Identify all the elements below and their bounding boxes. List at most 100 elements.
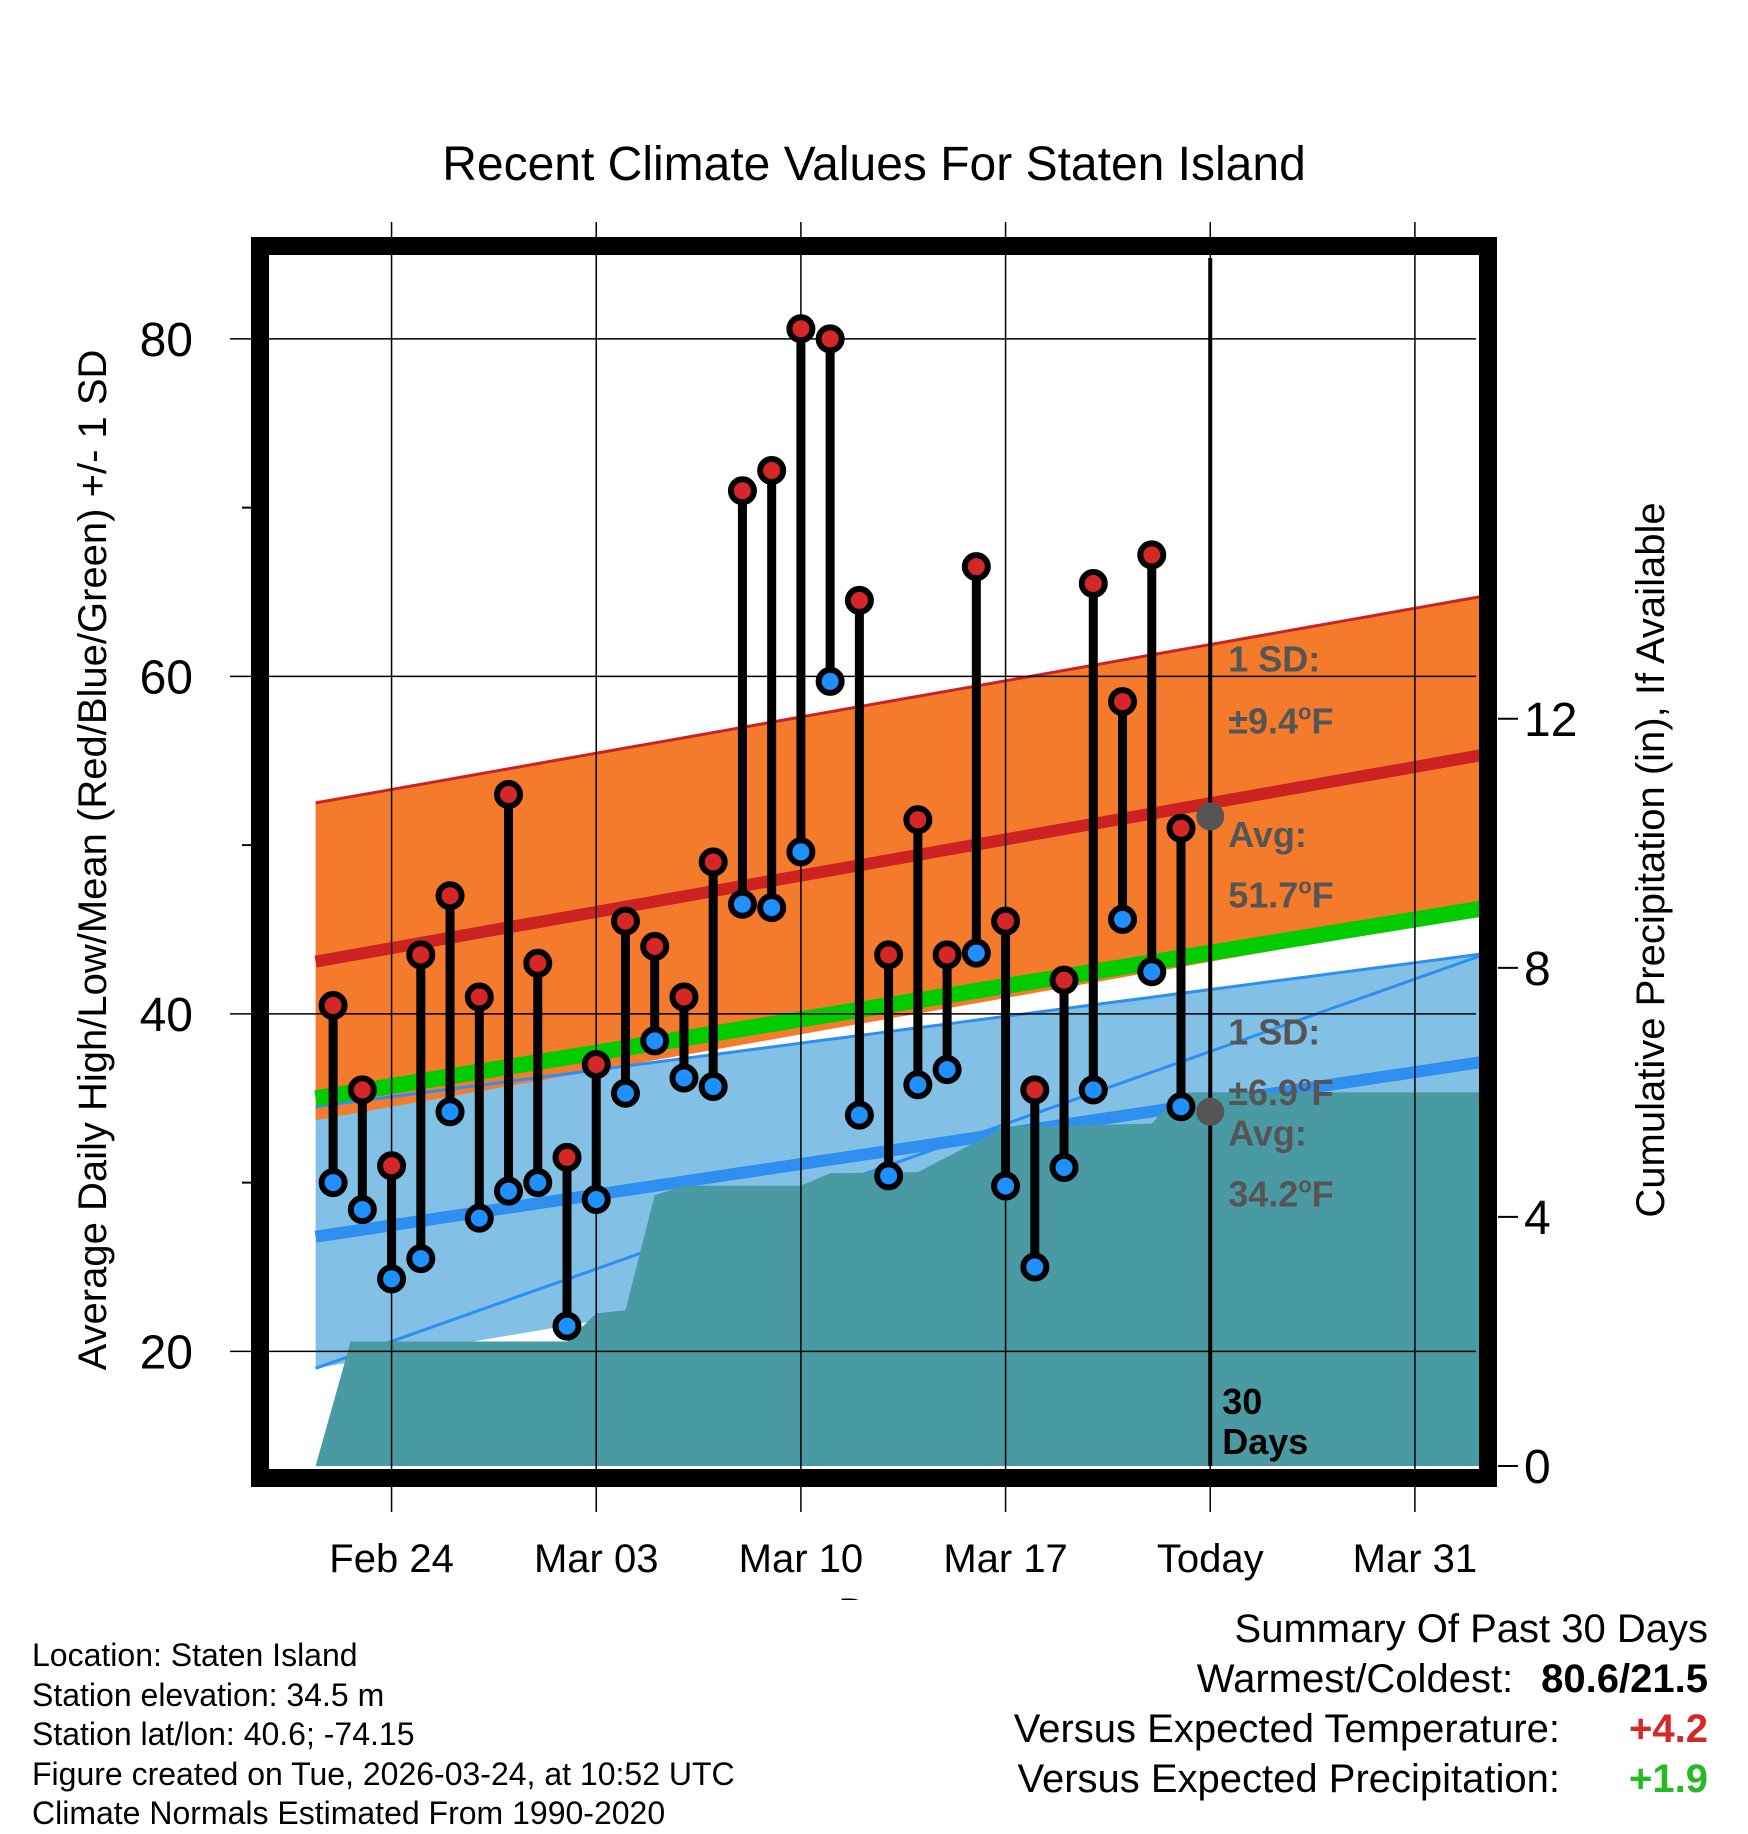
- daily-low-point: [1137, 957, 1167, 987]
- summary-warm-cold: Warmest/Coldest: 80.6/21.5: [1014, 1654, 1708, 1704]
- axes: 20 40 60 80 0 4 8 12 Feb 24 Mar 03 Mar 10 Mar 17 Tod…: [140, 314, 1578, 1581]
- x-tick-label: Mar 31: [1353, 1537, 1478, 1581]
- high-sd-value: ±9.4oF: [1228, 700, 1333, 742]
- temp-value: +4.2: [1629, 1707, 1708, 1751]
- y2-axis-label: Cumulative Precipitation (in), If Availa…: [1629, 502, 1673, 1217]
- high-avg-value: 51.7oF: [1228, 874, 1334, 916]
- y2-tick-label: 0: [1524, 1441, 1551, 1494]
- daily-low-point: [757, 893, 787, 923]
- warm-cold-label: Warmest/Coldest:: [1196, 1657, 1514, 1701]
- cumulative-precip-area: [315, 1092, 1488, 1466]
- daily-low-point: [1049, 1152, 1079, 1182]
- precip-value: +1.9: [1629, 1757, 1708, 1801]
- y-tick-label: 80: [140, 314, 193, 367]
- today-label-count: 30: [1222, 1381, 1262, 1422]
- daily-high-point: [581, 1050, 611, 1080]
- summary-title: Summary Of Past 30 Days: [1234, 1607, 1708, 1651]
- daily-low-point: [1166, 1092, 1196, 1122]
- daily-low-point: [406, 1244, 436, 1274]
- daily-high-point: [494, 779, 524, 809]
- daily-high-point: [669, 982, 699, 1012]
- y2-tick-label: 4: [1524, 1192, 1551, 1245]
- daily-high-point: [903, 805, 933, 835]
- daily-low-point: [435, 1097, 465, 1127]
- today-avg-high-marker: [1196, 802, 1225, 831]
- daily-low-point: [523, 1168, 553, 1198]
- daily-high-point: [406, 940, 436, 970]
- daily-low-point: [727, 889, 757, 919]
- daily-low-point: [494, 1176, 524, 1206]
- daily-high-point: [874, 940, 904, 970]
- info-elevation: Station elevation: 34.5 m: [32, 1676, 385, 1713]
- daily-high-point: [786, 314, 816, 344]
- daily-high-point: [318, 990, 348, 1020]
- daily-high-point: [1078, 569, 1108, 599]
- daily-low-point: [874, 1161, 904, 1191]
- x-axis-label: Day: [838, 1591, 909, 1600]
- summary-panel: Summary Of Past 30 Days Warmest/Coldest:…: [1014, 1604, 1708, 1804]
- x-tick-label: Mar 03: [534, 1537, 659, 1581]
- chart-title: Recent Climate Values For Staten Island: [442, 138, 1306, 191]
- daily-low-point: [932, 1055, 962, 1085]
- y-tick-label: 40: [140, 989, 193, 1042]
- daily-high-point: [552, 1142, 582, 1172]
- daily-low-point: [991, 1171, 1021, 1201]
- daily-high-point: [464, 982, 494, 1012]
- daily-high-point: [1166, 813, 1196, 843]
- info-created: Figure created on Tue, 2026-03-24, at 10…: [32, 1755, 735, 1792]
- low-sd-lower-edge: [315, 951, 1488, 1370]
- daily-low-point: [318, 1168, 348, 1198]
- daily-low-point: [844, 1100, 874, 1130]
- precip-label: Versus Expected Precipitation:: [1017, 1757, 1560, 1801]
- daily-low-point: [815, 666, 845, 696]
- plot-frame: [251, 237, 1497, 1487]
- daily-high-point: [523, 948, 553, 978]
- high-avg-label: Avg:: [1228, 814, 1307, 855]
- daily-high-point: [844, 585, 874, 615]
- low-avg-value: 34.2oF: [1228, 1172, 1334, 1214]
- info-latlon: Station lat/lon: 40.6; -74.15: [32, 1716, 415, 1752]
- info-normals: Climate Normals Estimated From 1990-2020: [32, 1795, 666, 1831]
- daily-high-point: [1137, 540, 1167, 570]
- daily-high-point: [1049, 965, 1079, 995]
- x-tick-label: Today: [1157, 1537, 1264, 1581]
- daily-low-point: [1108, 904, 1138, 934]
- daily-low-point: [552, 1311, 582, 1341]
- daily-high-point: [1108, 687, 1138, 717]
- daily-high-point: [815, 324, 845, 354]
- temp-label: Versus Expected Temperature:: [1013, 1707, 1560, 1751]
- high-sd-upper-edge: [315, 593, 1488, 805]
- daily-low-point: [610, 1078, 640, 1108]
- daily-low-point: [786, 837, 816, 867]
- y2-tick-label: 8: [1524, 943, 1551, 996]
- summary-precipitation: Versus Expected Precipitation: +1.9: [1014, 1754, 1708, 1804]
- avg-low-line: [314, 1055, 1488, 1243]
- daily-low-point: [669, 1063, 699, 1093]
- daily-high-point: [640, 931, 670, 961]
- daily-high-point: [347, 1075, 377, 1105]
- daily-high-point: [698, 847, 728, 877]
- station-info: Location: Staten Island Station elevatio…: [32, 1636, 735, 1834]
- today-label-days: Days: [1222, 1421, 1308, 1462]
- daily-high-point: [757, 455, 787, 485]
- climate-chart: Recent Climate Values For Staten Island …: [71, 138, 1673, 1600]
- summary-temperature: Versus Expected Temperature: +4.2: [1014, 1704, 1708, 1754]
- daily-high-point: [932, 940, 962, 970]
- daily-high-point: [727, 476, 757, 506]
- y-tick-label: 60: [140, 651, 193, 704]
- low-avg-label: Avg:: [1228, 1113, 1307, 1154]
- daily-low-point: [1020, 1252, 1050, 1282]
- y-axis-label: Average Daily High/Low/Mean (Red/Blue/Gr…: [71, 350, 115, 1371]
- daily-low-point: [903, 1070, 933, 1100]
- y-tick-label: 20: [140, 1326, 193, 1379]
- daily-low-point: [961, 938, 991, 968]
- x-tick-label: Feb 24: [329, 1537, 454, 1581]
- low-sd-label: 1 SD:: [1228, 1011, 1320, 1052]
- warm-cold-value: 80.6/21.5: [1541, 1657, 1708, 1701]
- daily-high-point: [435, 881, 465, 911]
- daily-low-point: [698, 1071, 728, 1101]
- daily-high-point: [377, 1151, 407, 1181]
- daily-high-point: [610, 906, 640, 936]
- daily-low-point: [1078, 1075, 1108, 1105]
